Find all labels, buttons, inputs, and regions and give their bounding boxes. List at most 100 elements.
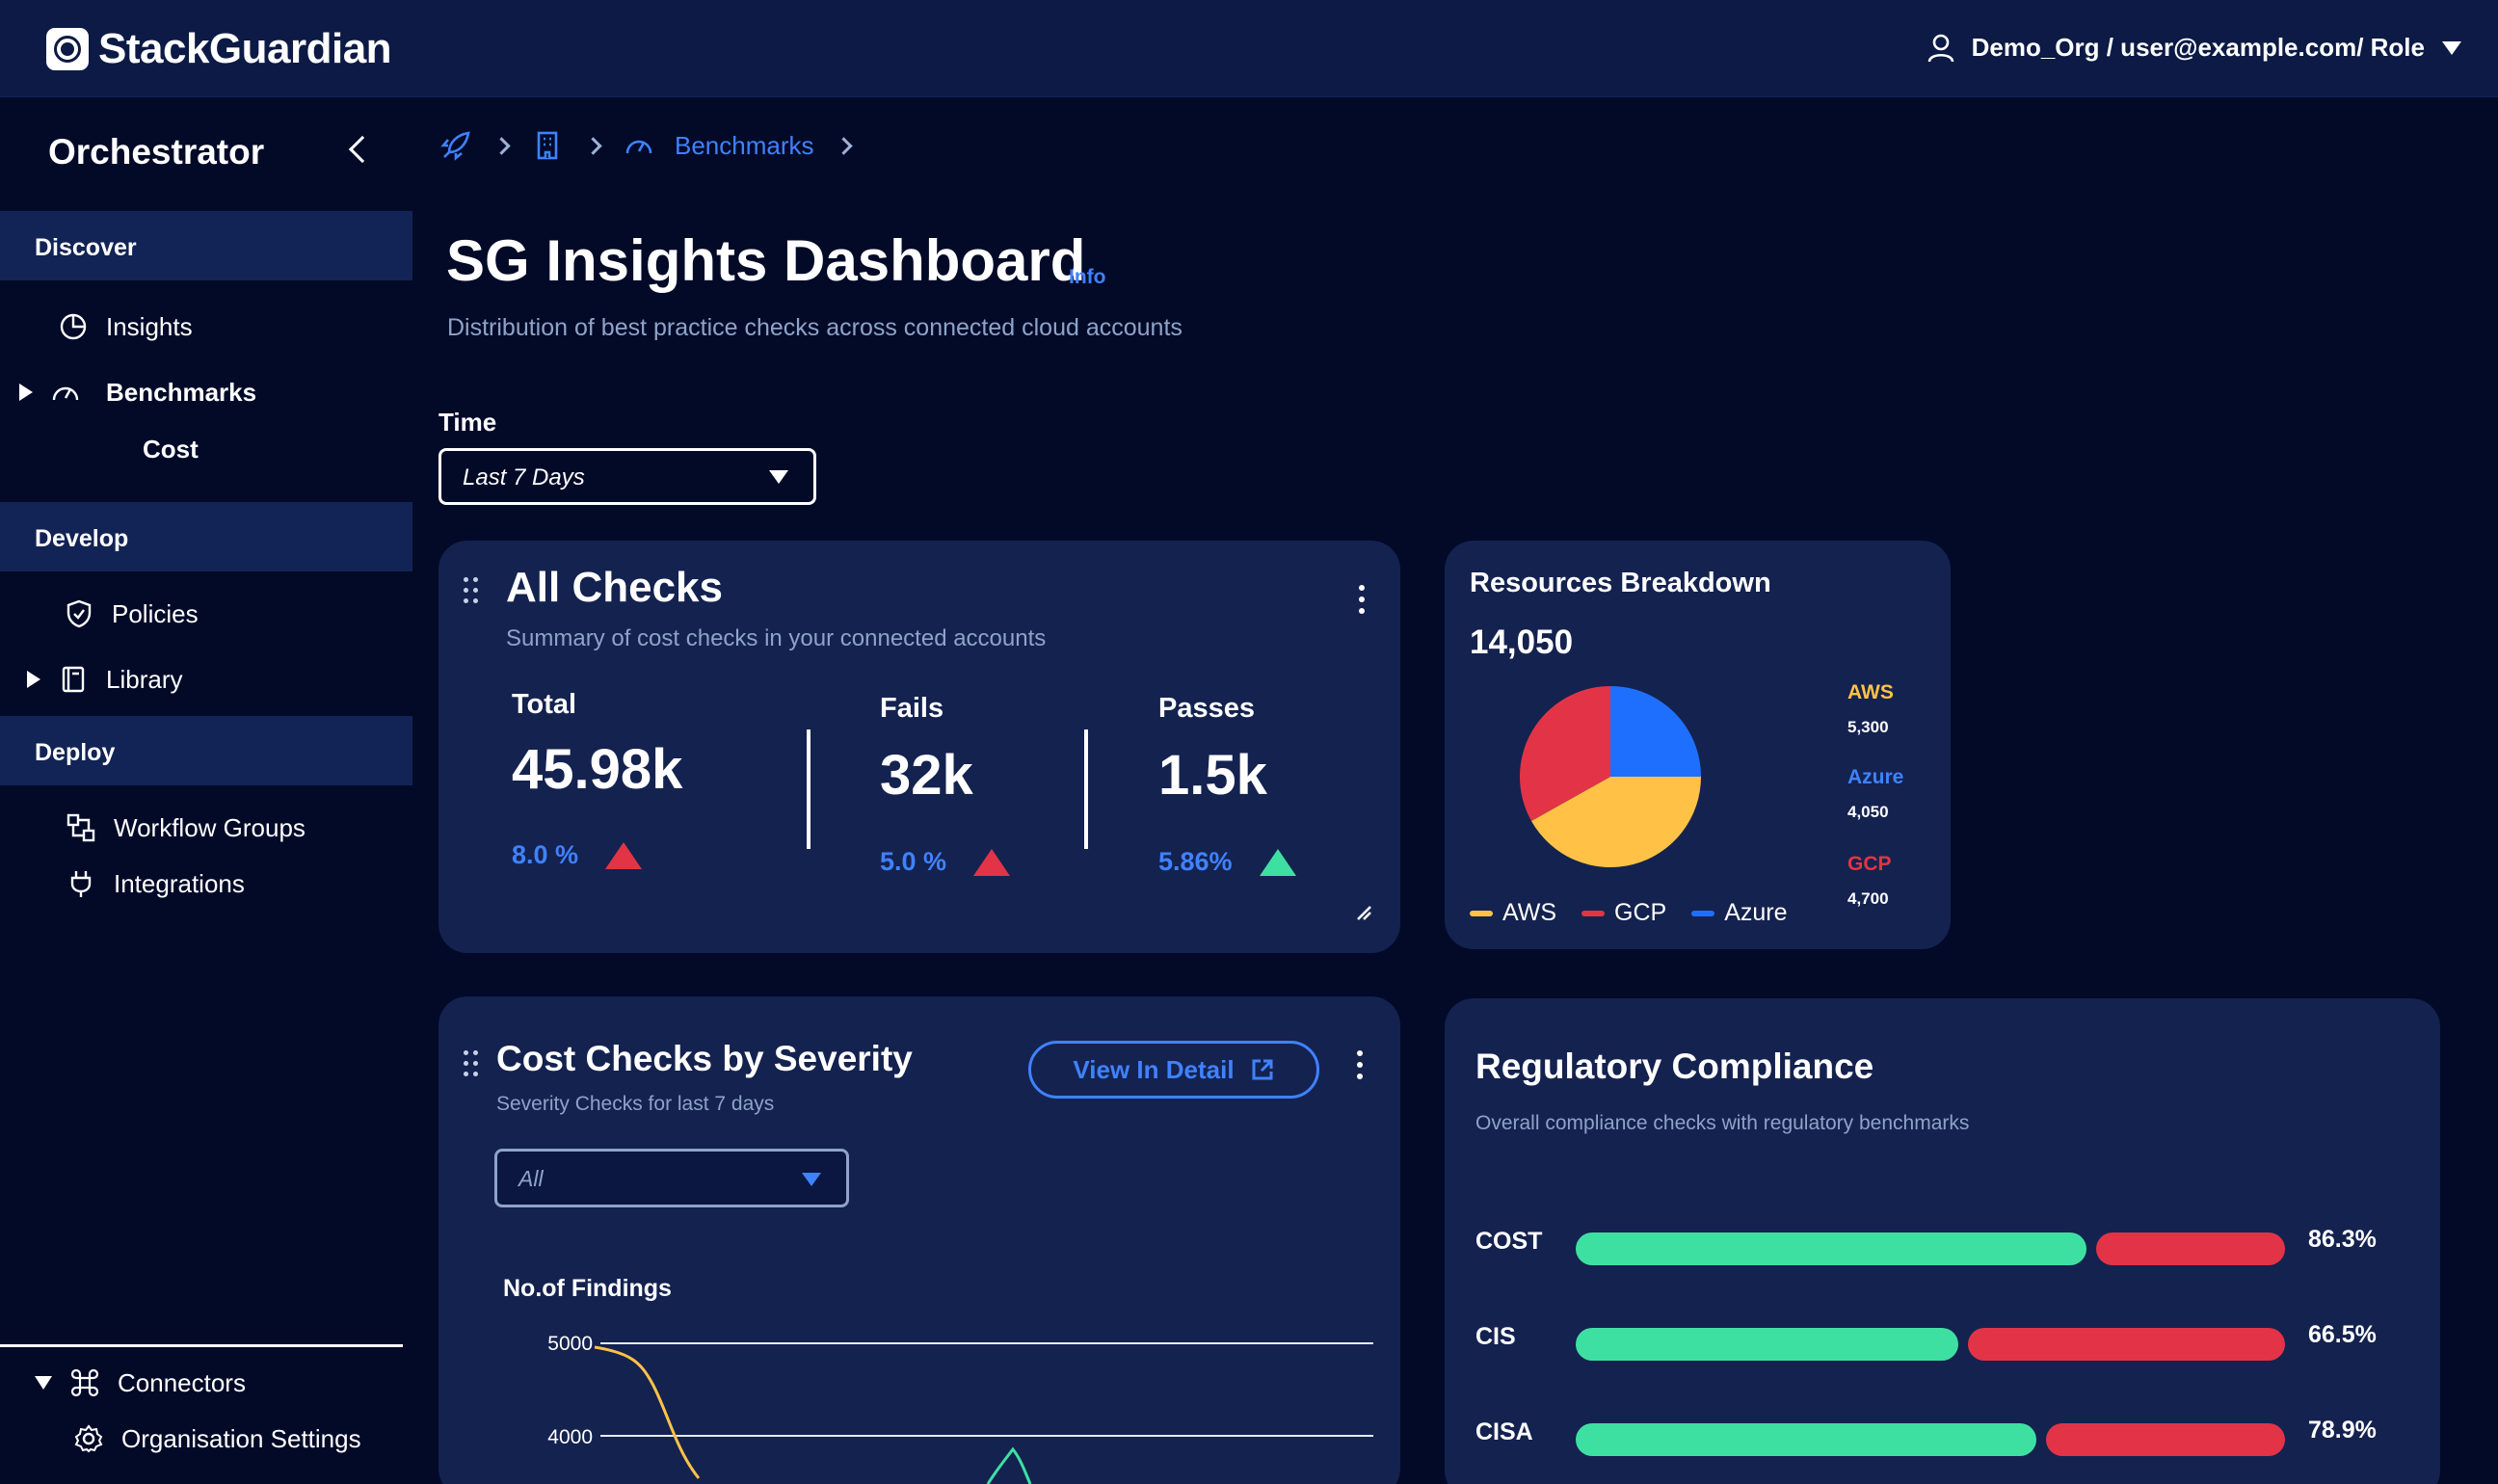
sidebar-section-develop[interactable]: Develop [0,502,412,571]
info-link[interactable]: Info [1069,266,1106,288]
sidebar-section-discover[interactable]: Discover [0,211,412,280]
page-title: SG Insights Dashboard [446,228,1086,293]
resources-total: 14,050 [1470,623,1574,661]
pie-chart-icon [60,313,87,340]
legend-item-azure[interactable]: Azure [1691,899,1788,927]
compliance-title: Regulatory Compliance [1475,1047,1874,1086]
gear-icon [74,1424,103,1453]
sidebar-item-organisation-settings[interactable]: Organisation Settings [73,1423,361,1454]
series-line-green [986,1446,1032,1484]
compliance-pass-bar[interactable] [1576,1423,2036,1456]
drag-handle-icon[interactable] [464,1050,479,1077]
passes-pct: 5.86% [1158,847,1233,876]
resize-handle-icon[interactable] [1354,903,1373,922]
breadcrumb-benchmarks[interactable]: Benchmarks [675,130,814,160]
sidebar-item-label: Benchmarks [106,377,257,407]
breadcrumb: Benchmarks [439,129,854,162]
resources-breakdown-card: Resources Breakdown 14,050 AWS 5,300 Azu… [1445,541,1951,949]
series-line-yellow [594,1345,701,1479]
compliance-percentage: 78.9% [2308,1417,2377,1444]
expand-arrow-icon[interactable] [27,671,40,688]
resources-title: Resources Breakdown [1470,568,1771,598]
time-filter-select[interactable]: Last 7 Days [438,448,816,505]
sidebar-item-cost[interactable]: Cost [143,435,199,464]
drag-handle-icon[interactable] [464,577,479,604]
severity-title: Cost Checks by Severity [496,1039,913,1078]
severity-subtitle: Severity Checks for last 7 days [496,1093,775,1115]
sidebar-item-connectors[interactable]: Connectors [35,1367,246,1398]
plug-icon [70,871,92,897]
external-link-icon [1252,1059,1273,1080]
sidebar-item-label: Library [106,664,183,694]
user-menu[interactable]: Demo_Org / user@example.com/ Role [1927,33,2461,63]
sidebar-item-policies[interactable]: Policies [64,598,199,629]
sidebar-item-insights[interactable]: Insights [58,311,193,342]
more-options-icon[interactable] [1358,585,1366,616]
compliance-row-label: CISA [1475,1418,1533,1445]
chevron-down-icon [2442,40,2461,55]
compliance-fail-bar[interactable] [1968,1328,2285,1361]
time-filter-label: Time [438,408,497,437]
resources-pie-chart[interactable] [1514,680,1707,873]
all-checks-card: All Checks Summary of cost checks in you… [438,541,1400,953]
top-bar: StackGuardian Demo_Org / user@example.co… [0,0,2498,97]
brand-name: StackGuardian [98,25,392,72]
sidebar-item-library[interactable]: Library [27,664,182,695]
expand-arrow-icon[interactable] [19,384,33,401]
stackguardian-logo-icon [46,28,89,70]
compliance-pass-bar[interactable] [1576,1232,2086,1265]
compliance-fail-bar[interactable] [2046,1423,2285,1456]
shield-check-icon [66,599,92,628]
rocket-icon[interactable] [439,129,472,162]
pie-slice-aws[interactable] [1531,777,1701,868]
collapse-arrow-icon[interactable] [35,1376,52,1390]
passes-value: 1.5k [1158,744,1267,807]
more-options-icon[interactable] [1356,1050,1364,1081]
severity-filter-select[interactable]: All [494,1149,849,1207]
legend-item-aws[interactable]: AWS [1470,899,1556,927]
severity-filter-value: All [518,1166,544,1191]
y-tick-4000: 4000 [547,1426,593,1448]
chevron-right-icon [584,136,602,155]
chevron-right-icon [492,136,511,155]
sidebar-item-integrations[interactable]: Integrations [66,868,245,899]
building-icon[interactable] [531,129,564,162]
legend-item-gcp[interactable]: GCP [1581,899,1666,927]
fails-label: Fails [880,693,944,724]
azure-label: Azure [1847,766,1904,788]
trend-up-icon [973,848,1011,876]
legend-side-azure: Azure 4,050 [1847,766,1903,822]
sidebar-item-benchmarks[interactable]: Benchmarks [19,377,256,408]
compliance-pass-bar[interactable] [1576,1328,1958,1361]
view-in-detail-button[interactable]: View In Detail [1028,1041,1319,1099]
pie-legend: AWS GCP Azure [1470,899,1788,927]
all-checks-subtitle: Summary of cost checks in your connected… [506,625,1047,651]
regulatory-compliance-card: Regulatory Compliance Overall compliance… [1445,998,2440,1484]
collapse-sidebar-icon[interactable] [348,135,377,164]
compliance-subtitle: Overall compliance checks with regulator… [1475,1112,1970,1134]
stat-divider [807,729,811,849]
user-label: Demo_Org / user@example.com/ Role [1971,33,2425,62]
sidebar-item-label: Insights [106,311,193,341]
trend-up-icon [605,841,643,869]
passes-change: 5.86% [1158,847,1296,877]
pie-slice-azure[interactable] [1610,686,1701,777]
compliance-fail-bar[interactable] [2096,1232,2285,1265]
sidebar-item-workflow-groups[interactable]: Workflow Groups [66,812,306,843]
aws-label: AWS [1847,681,1894,703]
compliance-row-label: CIS [1475,1323,1516,1350]
compliance-percentage: 86.3% [2308,1226,2377,1253]
pie-slice-gcp[interactable] [1519,686,1610,821]
fails-pct: 5.0 % [880,847,947,876]
y-tick-5000: 5000 [547,1333,593,1355]
y-axis-label: No.of Findings [503,1275,672,1302]
chevron-down-icon [802,1173,821,1186]
sidebar-title: Orchestrator [48,132,265,172]
legend-side-aws: AWS 5,300 [1847,681,1894,737]
time-filter-value: Last 7 Days [463,464,585,490]
brand-logo[interactable]: StackGuardian [46,25,392,73]
sidebar-section-deploy[interactable]: Deploy [0,716,412,785]
compliance-row-label: COST [1475,1228,1543,1255]
sidebar-item-label: Organisation Settings [121,1423,361,1453]
severity-line-chart[interactable]: 5000 4000 [438,1324,1400,1484]
